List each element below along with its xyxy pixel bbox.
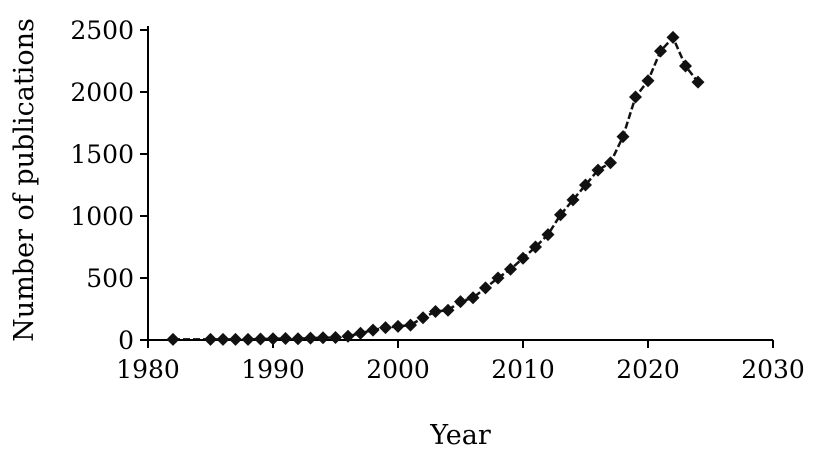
data-point-marker [441, 303, 455, 317]
x-axis-title: Year [429, 420, 491, 449]
data-point-marker [266, 332, 280, 346]
series-line [173, 35, 699, 341]
data-point-marker [354, 326, 367, 340]
data-point-marker [416, 311, 430, 325]
data-point-marker [616, 130, 630, 144]
x-tick-label: 2030 [741, 355, 805, 384]
x-tick-label: 2010 [491, 355, 555, 384]
data-point-marker [304, 331, 317, 345]
data-point-marker [391, 319, 405, 333]
data-point-marker [591, 163, 605, 177]
data-point-marker [566, 193, 580, 207]
x-tick-label: 1980 [116, 355, 180, 384]
y-axis-title: Number of publications [9, 18, 40, 342]
data-point-marker [291, 332, 305, 346]
y-tick-label: 500 [86, 264, 134, 293]
y-tick-label: 1500 [70, 140, 134, 169]
data-point-marker [654, 44, 667, 58]
x-axis-ticks: 1980 1990 2000 2010 2020 2030 [116, 340, 805, 384]
y-tick-label: 2500 [70, 16, 134, 45]
data-point-marker [216, 332, 230, 346]
data-point-marker [229, 332, 242, 346]
data-point-marker [316, 331, 330, 345]
data-markers [166, 30, 705, 346]
data-point-marker [341, 329, 355, 343]
data-point-marker [204, 332, 217, 346]
y-tick-label: 2000 [70, 78, 134, 107]
data-point-marker [666, 30, 680, 44]
data-point-marker [404, 318, 417, 332]
x-tick-label: 2020 [616, 355, 680, 384]
data-point-marker [279, 332, 292, 345]
data-point-marker [529, 240, 542, 254]
x-tick-label: 2000 [366, 355, 430, 384]
data-point-marker [516, 251, 530, 265]
y-tick-label: 0 [118, 326, 134, 355]
data-point-marker [679, 59, 692, 73]
data-point-marker [466, 291, 480, 305]
data-point-marker [691, 75, 705, 89]
data-point-marker [641, 74, 655, 88]
data-point-marker [379, 321, 392, 335]
data-point-marker [366, 323, 380, 337]
y-axis-ticks: 0 500 1000 1500 2000 2500 [70, 16, 148, 355]
data-point-marker [604, 156, 617, 170]
data-point-marker [554, 208, 567, 222]
data-point-marker [579, 178, 592, 192]
data-point-marker [329, 331, 342, 344]
data-point-marker [166, 332, 180, 346]
data-point-marker [479, 281, 492, 295]
data-point-marker [629, 90, 642, 104]
data-point-marker [254, 332, 267, 346]
data-point-marker [241, 332, 255, 346]
data-point-marker [454, 295, 467, 309]
data-point-marker [504, 262, 517, 276]
data-point-marker [541, 228, 555, 242]
x-tick-label: 1990 [241, 355, 305, 384]
y-tick-label: 1000 [70, 202, 134, 231]
data-point-marker [491, 271, 505, 285]
data-point-marker [429, 305, 442, 318]
